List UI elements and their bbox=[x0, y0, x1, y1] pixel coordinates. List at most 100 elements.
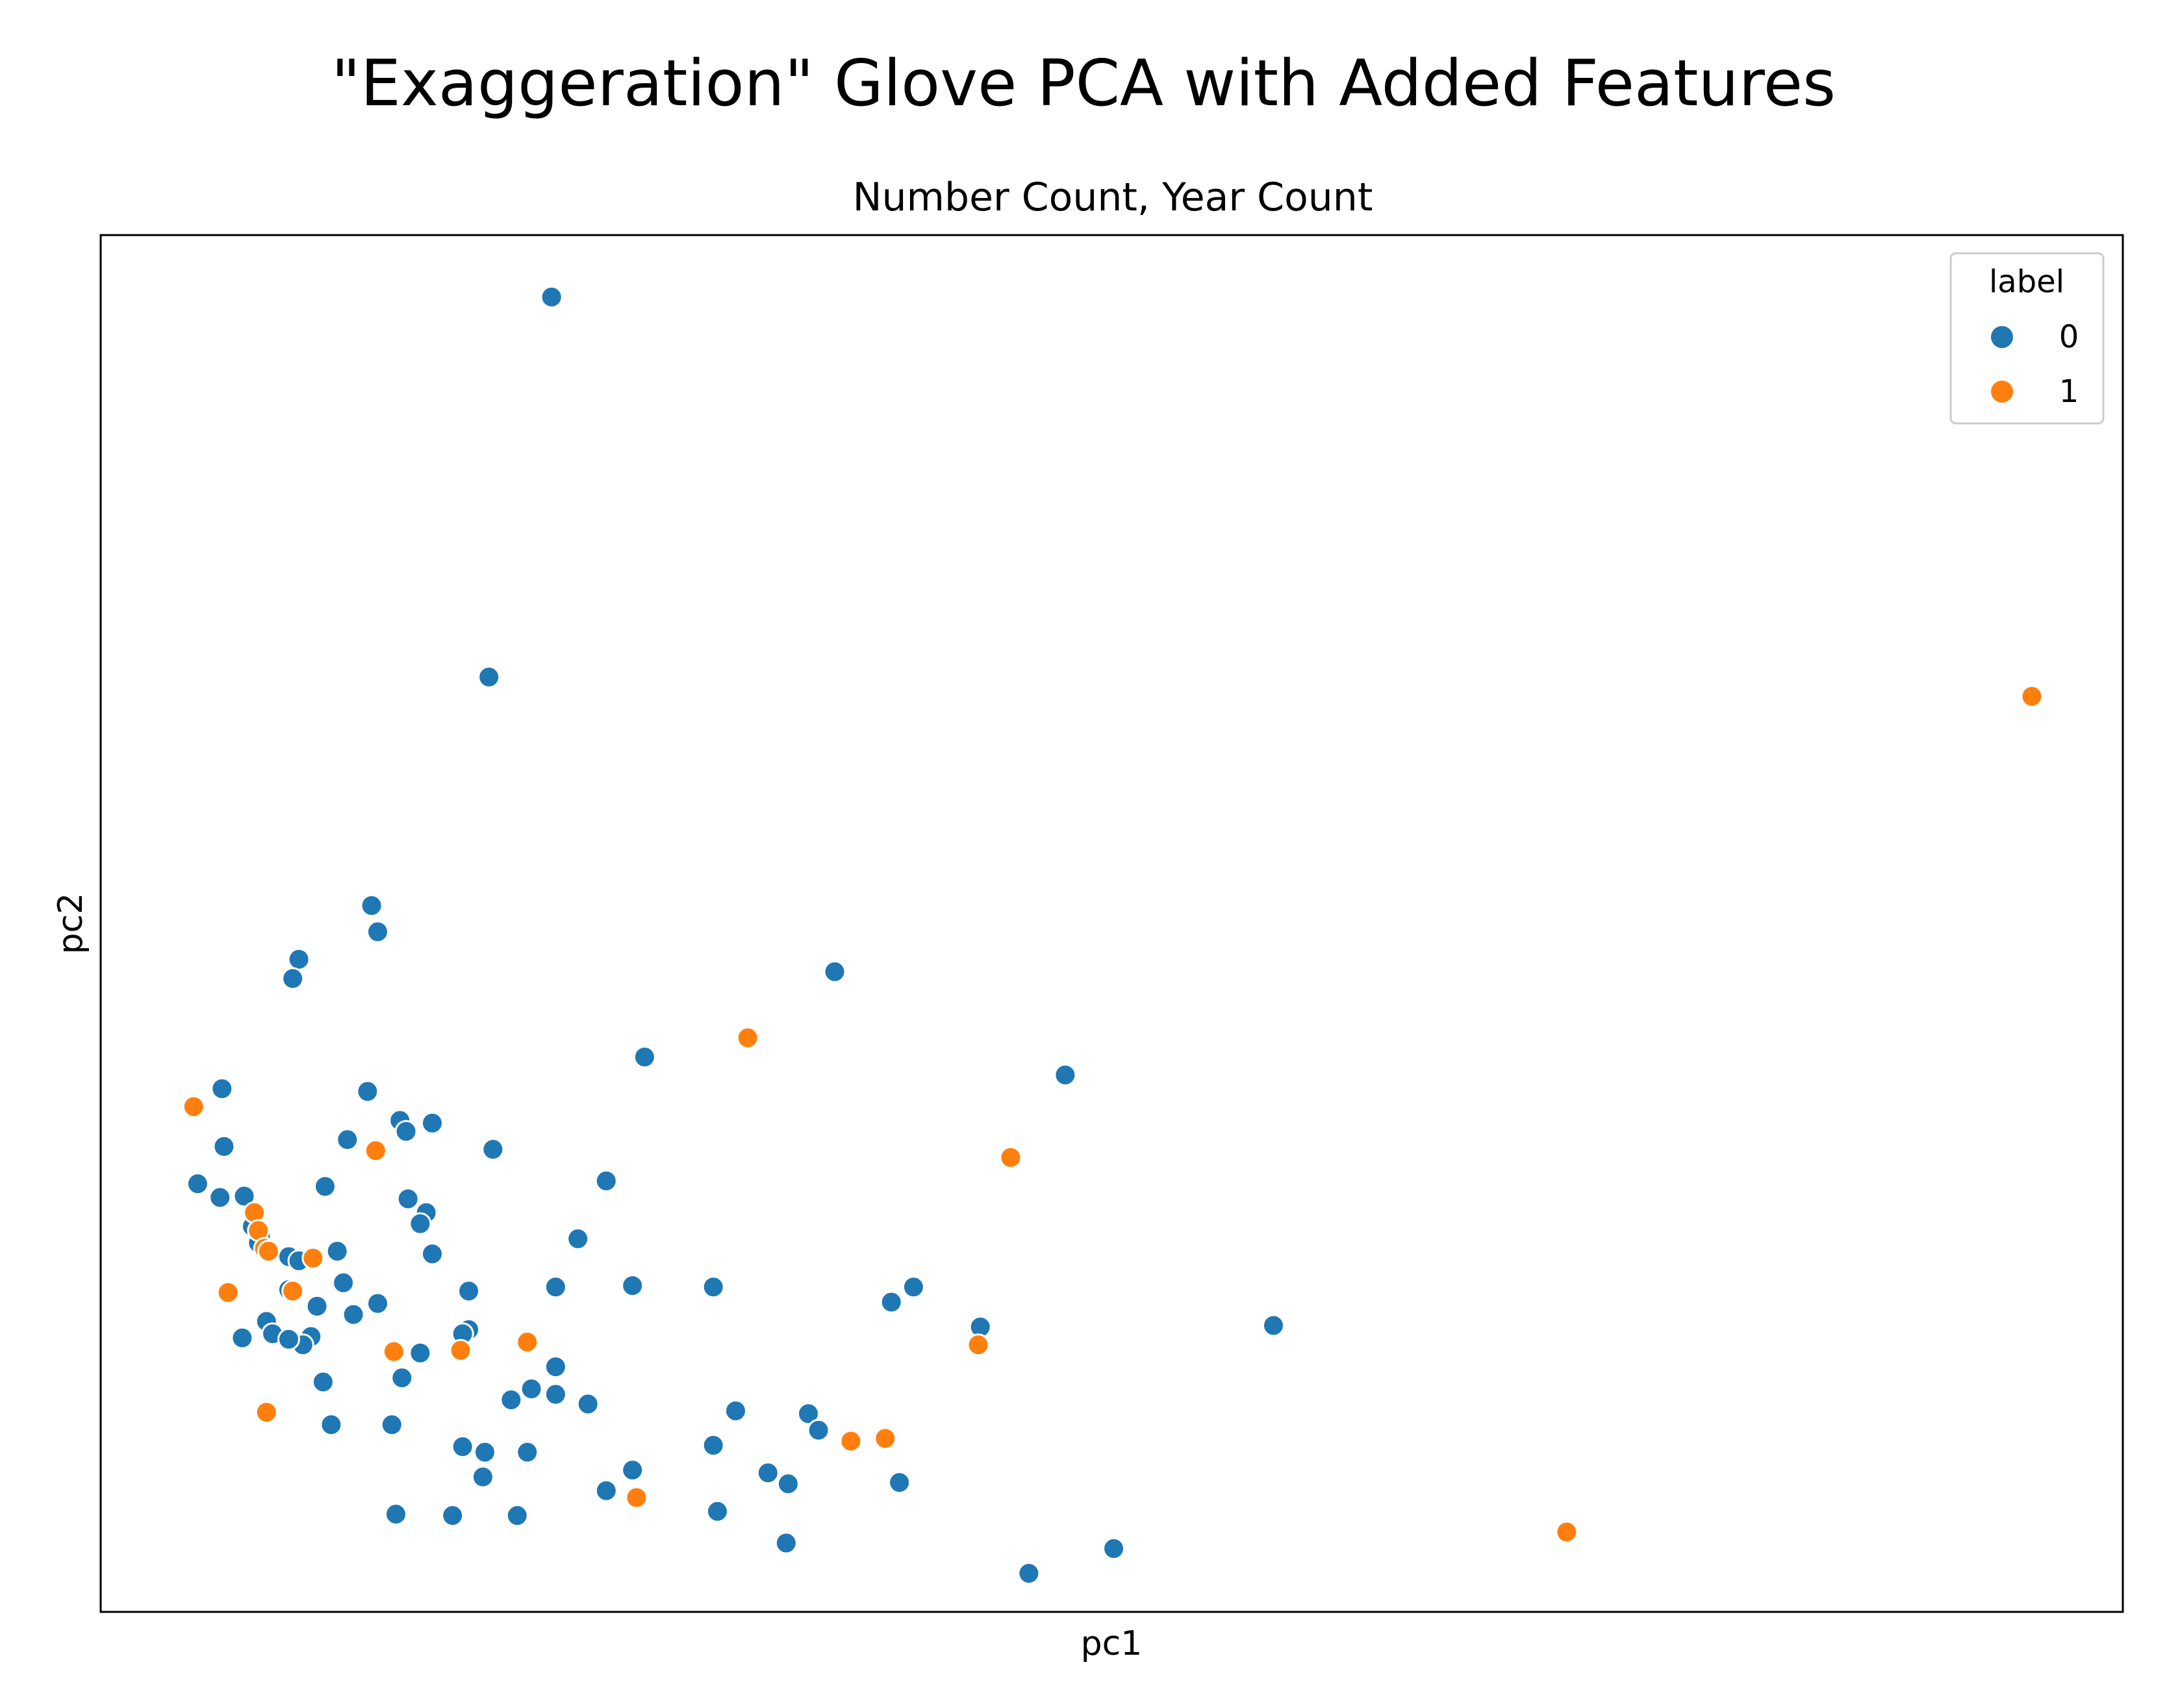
scatter-point-label-0-81 bbox=[594, 1479, 618, 1502]
legend-label-0: 0 bbox=[2059, 319, 2079, 355]
scatter-point-label-0-80 bbox=[385, 1503, 407, 1526]
scatter-point-label-0-83 bbox=[1102, 1537, 1126, 1560]
scatter-point-label-0-37 bbox=[366, 1292, 389, 1315]
scatter-point-label-0-7 bbox=[1054, 1063, 1077, 1086]
scatter-point-label-0-62 bbox=[520, 1377, 543, 1401]
scatter-point-label-0-32 bbox=[421, 1242, 444, 1266]
scatter-point-label-0-26 bbox=[409, 1212, 432, 1235]
scatter-point-label-1-10 bbox=[516, 1331, 539, 1353]
scatter-point-label-0-13 bbox=[336, 1128, 359, 1151]
scatter-point-label-0-5 bbox=[281, 967, 305, 990]
scatter-point-label-0-2 bbox=[360, 894, 383, 917]
scatter-point-label-1-14 bbox=[255, 1401, 278, 1424]
scatter-point-label-1-2 bbox=[999, 1146, 1022, 1169]
chart-title: Number Count, Year Count bbox=[853, 175, 1373, 220]
scatter-point-label-0-57 bbox=[311, 1370, 335, 1394]
scatter-point-label-1-13 bbox=[382, 1340, 405, 1363]
scatter-point-label-0-59 bbox=[500, 1388, 523, 1411]
scatter-point-label-0-60 bbox=[544, 1355, 567, 1379]
scatter-point-label-0-4 bbox=[287, 948, 310, 971]
scatter-point-label-0-36 bbox=[305, 1294, 329, 1318]
scatter-point-label-0-0 bbox=[540, 285, 563, 308]
scatter-point-label-0-34 bbox=[332, 1271, 355, 1294]
scatter-point-label-0-42 bbox=[457, 1279, 481, 1303]
scatter-point-label-0-16 bbox=[481, 1138, 505, 1161]
scatter-point-label-0-18 bbox=[209, 1186, 232, 1209]
legend-title: label bbox=[1989, 264, 2064, 300]
scatter-point-label-0-82 bbox=[774, 1531, 798, 1555]
scatter-point-label-1-17 bbox=[1555, 1520, 1578, 1544]
scatter-point-label-0-67 bbox=[471, 1465, 494, 1488]
scatter-point-label-0-78 bbox=[505, 1504, 529, 1527]
scatter-point-label-0-3 bbox=[366, 920, 389, 944]
scatter-point-label-1-20 bbox=[839, 1429, 863, 1453]
scatter-point-label-0-73 bbox=[621, 1459, 644, 1482]
scatter-point-label-0-65 bbox=[474, 1440, 496, 1464]
scatter-point-label-0-10 bbox=[356, 1080, 379, 1103]
scatter-point-label-0-6 bbox=[823, 960, 846, 983]
scatter-point-label-0-44 bbox=[621, 1274, 644, 1298]
scatter-point-label-0-76 bbox=[888, 1471, 911, 1494]
scatter-point-label-0-31 bbox=[325, 1240, 349, 1263]
scatter-point-label-0-33 bbox=[566, 1227, 590, 1250]
legend-marker-0 bbox=[1991, 326, 2013, 348]
scatter-point-label-0-64 bbox=[724, 1400, 747, 1422]
data-points bbox=[182, 285, 2044, 1585]
scatter-point-label-0-58 bbox=[576, 1392, 600, 1416]
scatter-point-label-0-38 bbox=[342, 1303, 365, 1326]
scatter-point-label-0-47 bbox=[880, 1290, 903, 1314]
scatter-point-label-0-69 bbox=[380, 1413, 403, 1437]
scatter-point-label-0-70 bbox=[451, 1435, 474, 1459]
scatter-point-label-0-19 bbox=[233, 1185, 256, 1208]
scatter-point-label-0-8 bbox=[633, 1046, 656, 1069]
scatter-point-label-0-75 bbox=[776, 1472, 800, 1496]
scatter-point-label-0-20 bbox=[314, 1175, 336, 1198]
scatter-point-label-0-68 bbox=[320, 1413, 343, 1437]
scatter-point-label-0-55 bbox=[409, 1341, 432, 1364]
scatter-point-label-0-45 bbox=[702, 1275, 725, 1299]
legend-label-1: 1 bbox=[2059, 373, 2079, 410]
scatter-point-label-0-63 bbox=[797, 1402, 820, 1425]
scatter-point-label-0-79 bbox=[441, 1504, 464, 1527]
scatter-point-label-1-1 bbox=[364, 1139, 387, 1162]
scatter-point-label-1-15 bbox=[874, 1427, 897, 1450]
scatter-point-label-1-12 bbox=[967, 1333, 990, 1357]
scatter-point-label-0-49 bbox=[1262, 1314, 1285, 1337]
scatter-point-label-1-16 bbox=[625, 1486, 648, 1509]
legend-marker-1 bbox=[1991, 381, 2013, 403]
chart-suptitle: "Exaggeration" Glove PCA with Added Feat… bbox=[331, 47, 1836, 121]
scatter-point-label-0-52 bbox=[231, 1326, 254, 1350]
scatter-point-label-1-11 bbox=[449, 1338, 472, 1362]
scatter-point-label-0-46 bbox=[902, 1275, 925, 1299]
scatter-point-label-1-19 bbox=[736, 1026, 759, 1049]
scatter-point-label-1-9 bbox=[281, 1279, 305, 1303]
plot-frame bbox=[99, 234, 2124, 1613]
scatter-point-label-1-18 bbox=[2020, 684, 2044, 708]
x-axis-label: pc1 bbox=[1081, 1624, 1143, 1663]
scatter-point-label-0-66 bbox=[516, 1440, 539, 1464]
scatter-point-label-0-12 bbox=[394, 1120, 418, 1143]
scatter-point-label-0-9 bbox=[210, 1077, 234, 1100]
scatter-point-label-0-24 bbox=[396, 1187, 420, 1211]
legend-box bbox=[1949, 252, 2105, 425]
scatter-point-label-1-0 bbox=[182, 1095, 205, 1118]
scatter-point-label-0-15 bbox=[212, 1135, 236, 1158]
scatter-point-label-0-14 bbox=[421, 1111, 444, 1135]
scatter-point-label-0-84 bbox=[1017, 1562, 1041, 1585]
scatter-point-label-0-43 bbox=[544, 1275, 567, 1299]
scatter-point-label-0-72 bbox=[807, 1418, 830, 1442]
scatter-point-label-0-1 bbox=[477, 666, 501, 688]
scatter-point-label-0-56 bbox=[390, 1366, 414, 1390]
y-axis-label: pc2 bbox=[51, 893, 90, 955]
scatter-point-label-0-71 bbox=[702, 1434, 725, 1457]
scatter-point-label-1-8 bbox=[216, 1281, 240, 1304]
scatter-point-label-0-54 bbox=[277, 1327, 300, 1351]
scatter-point-label-0-61 bbox=[544, 1383, 567, 1406]
scatter-point-label-0-77 bbox=[706, 1500, 729, 1523]
scatter-point-label-1-7 bbox=[301, 1246, 325, 1270]
scatter-point-label-0-74 bbox=[756, 1461, 779, 1485]
scatter-point-label-0-21 bbox=[594, 1169, 618, 1192]
legend: label 0 1 bbox=[1949, 252, 2105, 425]
scatter-point-label-0-17 bbox=[186, 1172, 209, 1196]
